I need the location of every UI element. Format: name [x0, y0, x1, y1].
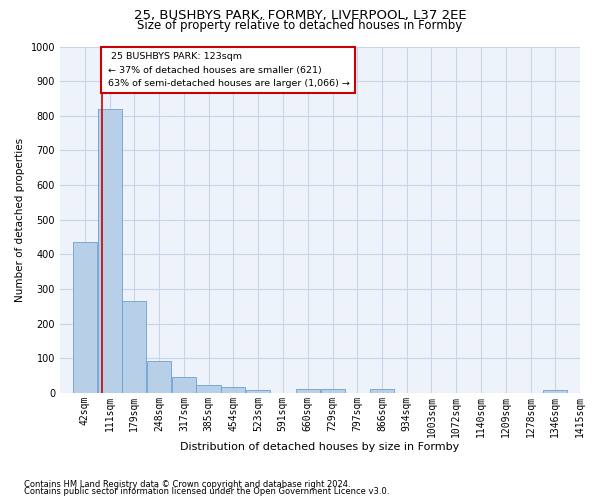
Text: 25 BUSHBYS PARK: 123sqm
 ← 37% of detached houses are smaller (621)
 63% of semi: 25 BUSHBYS PARK: 123sqm ← 37% of detache… [106, 52, 350, 88]
Bar [320, 389, 344, 393]
Text: Contains public sector information licensed under the Open Government Licence v3: Contains public sector information licen… [24, 487, 389, 496]
Bar [246, 390, 271, 393]
Y-axis label: Number of detached properties: Number of detached properties [15, 138, 25, 302]
Bar [543, 390, 567, 393]
Bar [98, 109, 122, 393]
Bar [147, 361, 171, 393]
Bar [296, 389, 320, 393]
Bar [370, 389, 394, 393]
Bar [172, 377, 196, 393]
Bar [196, 386, 221, 393]
Text: Size of property relative to detached houses in Formby: Size of property relative to detached ho… [137, 19, 463, 32]
Bar [122, 301, 146, 393]
Text: Contains HM Land Registry data © Crown copyright and database right 2024.: Contains HM Land Registry data © Crown c… [24, 480, 350, 489]
X-axis label: Distribution of detached houses by size in Formby: Distribution of detached houses by size … [181, 442, 460, 452]
Bar [221, 388, 245, 393]
Text: 25, BUSHBYS PARK, FORMBY, LIVERPOOL, L37 2EE: 25, BUSHBYS PARK, FORMBY, LIVERPOOL, L37… [134, 9, 466, 22]
Bar [73, 242, 97, 393]
